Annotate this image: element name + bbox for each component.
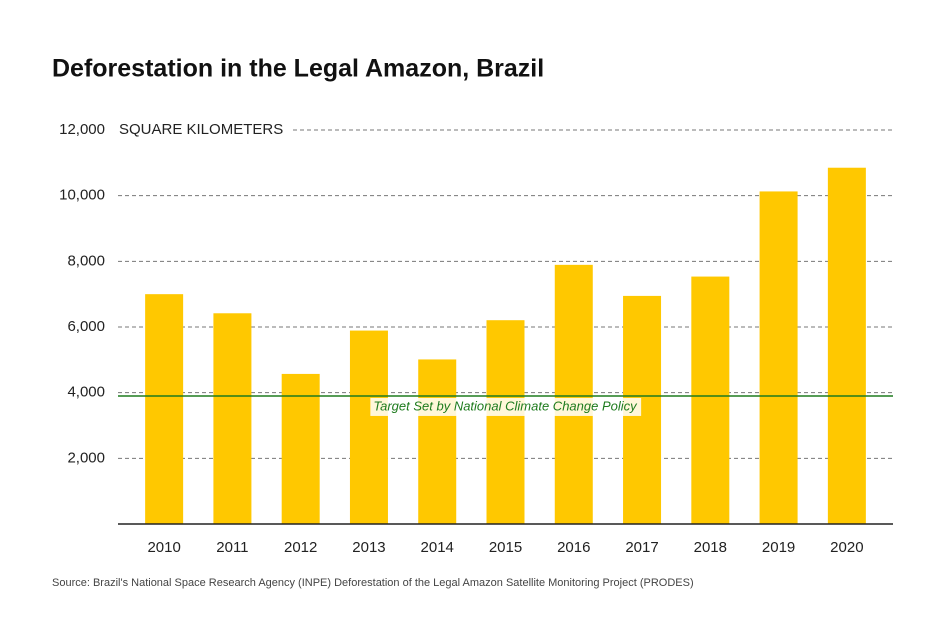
x-tick-label: 2010	[147, 539, 180, 556]
x-tick-label: 2011	[216, 539, 248, 556]
source-note: Source: Brazil's National Space Research…	[52, 577, 694, 589]
y-tick-label: 8,000	[67, 252, 105, 269]
bar	[145, 294, 184, 524]
y-tick-label: 2,000	[67, 449, 105, 466]
bar	[554, 264, 593, 524]
label-background	[118, 120, 291, 140]
y-tick-label: 6,000	[67, 318, 105, 335]
x-tick-label: 2019	[762, 539, 795, 556]
chart-title: Deforestation in the Legal Amazon, Brazi…	[52, 55, 544, 83]
bar	[213, 313, 252, 524]
bar	[486, 320, 525, 524]
target-label: Target Set by National Climate Change Po…	[373, 398, 638, 413]
x-tick-label: 2017	[625, 539, 658, 556]
y-axis-label: SQUARE KILOMETERS	[119, 121, 283, 138]
bar	[349, 330, 388, 524]
x-tick-label: 2013	[352, 539, 385, 556]
x-tick-label: 2014	[421, 539, 454, 556]
bar	[759, 191, 798, 525]
target-label-background	[370, 397, 642, 416]
bar	[691, 276, 730, 524]
x-tick-label: 2016	[557, 539, 590, 556]
x-tick-label: 2018	[694, 539, 727, 556]
x-tick-label: 2015	[489, 539, 522, 556]
y-tick-label: 4,000	[67, 384, 105, 401]
bar	[827, 167, 866, 524]
x-tick-label: 2012	[284, 539, 317, 556]
x-tick-label: 2020	[830, 539, 863, 556]
bar	[281, 373, 320, 524]
y-tick-label: 10,000	[59, 187, 105, 204]
y-tick-label: 12,000	[59, 121, 105, 138]
bar	[418, 359, 457, 524]
